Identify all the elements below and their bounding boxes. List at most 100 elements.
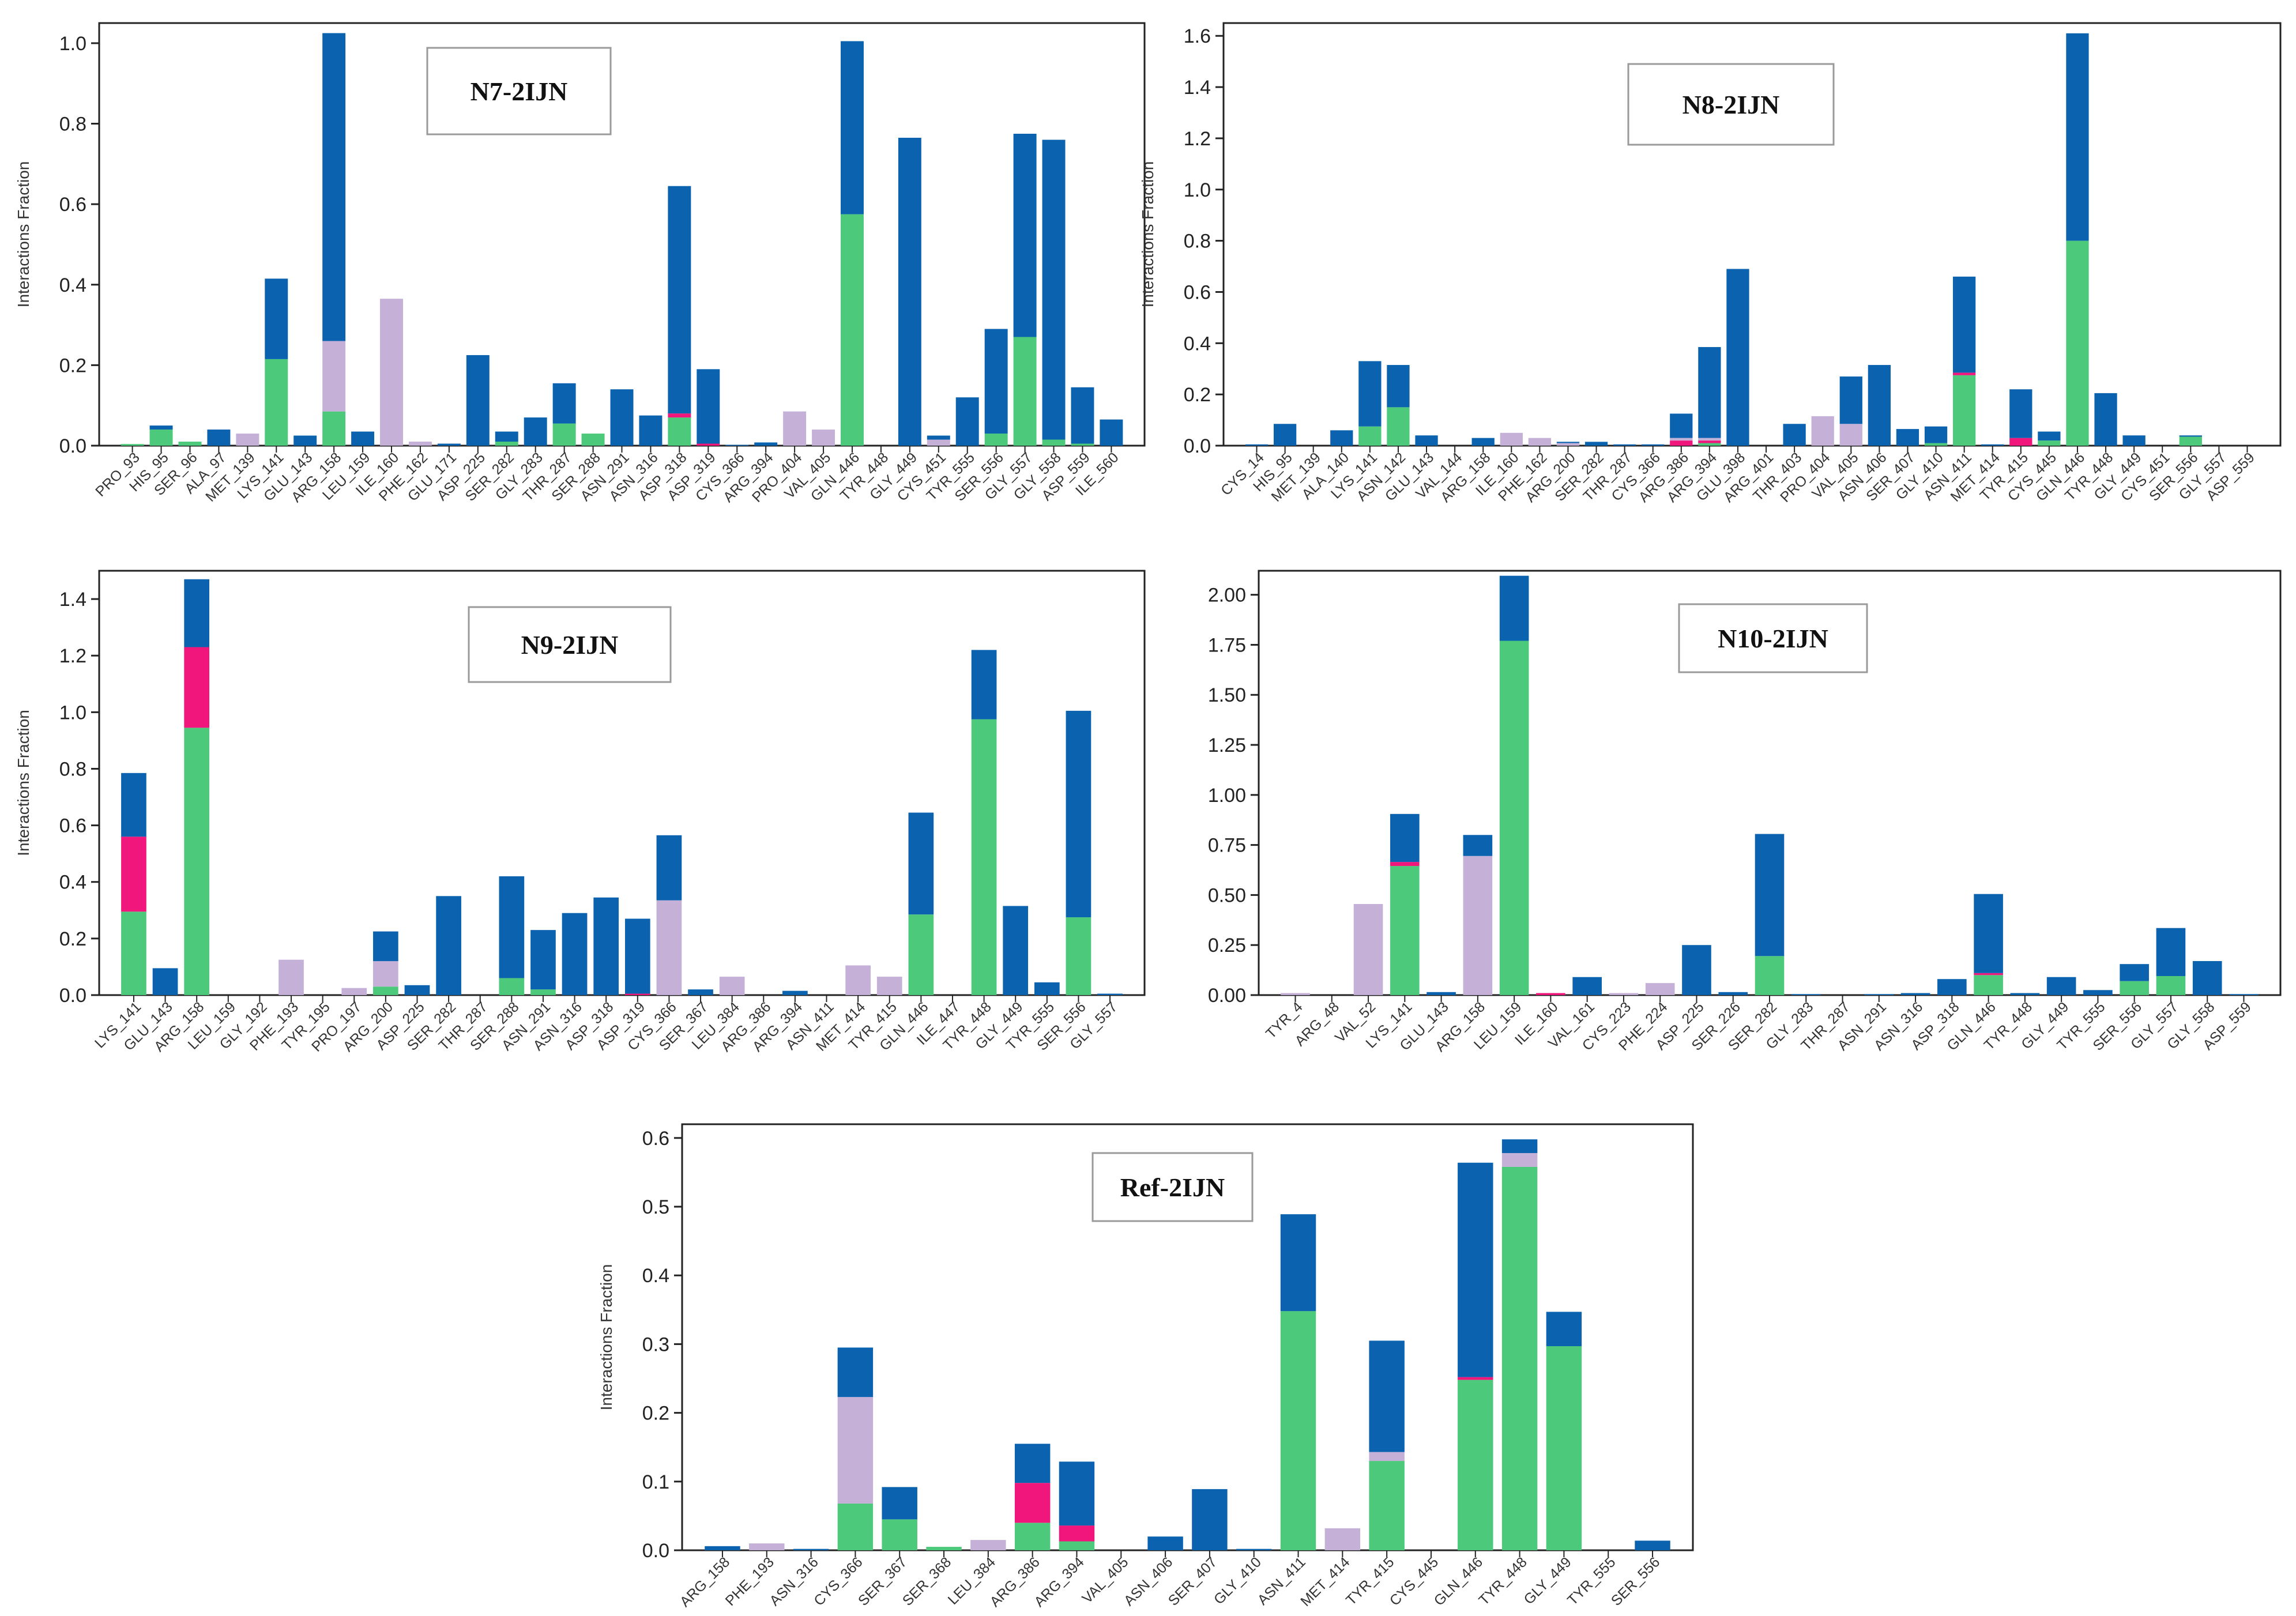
y-tick-label: 0.4 bbox=[642, 1265, 669, 1287]
bar-green-ser-556 bbox=[2179, 436, 2202, 446]
y-tick-label: 0.2 bbox=[59, 355, 86, 376]
bar-green-asp-318 bbox=[668, 417, 691, 446]
bar-blue-asp-319 bbox=[697, 369, 720, 444]
bar-pink-lys-141 bbox=[1390, 862, 1420, 867]
bar-green-ser-96 bbox=[178, 442, 202, 446]
bar-green-gln-446 bbox=[908, 914, 934, 995]
bar-blue-ala-97 bbox=[207, 430, 231, 446]
bar-blue-glu-398 bbox=[1726, 269, 1749, 446]
bar-blue-asn-316 bbox=[639, 415, 663, 446]
bar-blue-ser-367 bbox=[688, 989, 713, 995]
bar-blue-gly-449 bbox=[1003, 906, 1029, 995]
bar-green-ser-367 bbox=[882, 1519, 917, 1550]
bar-blue-his-95 bbox=[149, 425, 173, 430]
bar-blue-ser-282 bbox=[436, 896, 461, 995]
bar-lavender-phe-193 bbox=[278, 959, 304, 995]
y-tick-label: 0.0 bbox=[642, 1540, 669, 1562]
bar-green-arg-158 bbox=[322, 411, 346, 446]
bar-blue-glu-143 bbox=[1415, 435, 1438, 446]
bar-blue-tyr-415 bbox=[2009, 389, 2032, 438]
bar-lavender-cys-451 bbox=[927, 439, 950, 446]
bar-lavender-cys-366 bbox=[656, 900, 682, 995]
bar-blue-gly-449 bbox=[2122, 435, 2146, 446]
bar-blue-arg-158 bbox=[705, 1546, 740, 1550]
bar-blue-asp-225 bbox=[404, 985, 430, 995]
bar-green-arg-200 bbox=[373, 986, 398, 995]
bar-blue-asp-225 bbox=[466, 355, 490, 446]
bar-blue-arg-386 bbox=[1014, 1444, 1051, 1483]
bar-blue-glu-143 bbox=[152, 968, 178, 995]
bar-blue-asn-142 bbox=[1387, 365, 1410, 408]
chart-title: N9-2IJN bbox=[521, 630, 619, 660]
bar-blue-arg-158 bbox=[322, 33, 346, 341]
bar-pink-arg-158 bbox=[184, 647, 210, 728]
bar-green-ser-556 bbox=[1066, 917, 1091, 995]
bar-green-asn-142 bbox=[1387, 407, 1410, 446]
plot-frame bbox=[98, 570, 1146, 996]
bar-blue-glu-143 bbox=[293, 435, 317, 446]
bar-green-ser-288 bbox=[499, 978, 525, 995]
y-tick-label: 0.6 bbox=[642, 1128, 669, 1150]
y-tick-label: 0.8 bbox=[59, 758, 86, 780]
chart-title-box bbox=[468, 606, 672, 683]
bar-blue-cys-366 bbox=[837, 1347, 874, 1397]
bar-blue-gln-446 bbox=[841, 41, 864, 214]
bar-blue-asp-318 bbox=[668, 186, 691, 414]
bar-lavender-arg-200 bbox=[1556, 443, 1580, 446]
bar-green-arg-394 bbox=[1059, 1541, 1095, 1550]
y-tick-label: 1.2 bbox=[59, 645, 86, 667]
bar-green-lys-141 bbox=[1358, 426, 1382, 446]
bar-green-arg-158 bbox=[184, 728, 210, 995]
bar-blue-gln-446 bbox=[908, 812, 934, 915]
bar-blue-ser-407 bbox=[1192, 1489, 1228, 1550]
bar-pink-arg-394 bbox=[1698, 440, 1721, 443]
bar-blue-ser-288 bbox=[499, 876, 525, 978]
y-tick-label: 0.5 bbox=[642, 1196, 669, 1218]
bar-blue-cys-451 bbox=[927, 435, 950, 440]
bar-blue-asn-316 bbox=[562, 913, 588, 995]
bar-lavender-arg-394 bbox=[1698, 438, 1721, 441]
y-tick-label: 1.50 bbox=[1208, 684, 1246, 706]
y-tick-label: 1.0 bbox=[59, 702, 86, 724]
bar-green-tyr-448 bbox=[1501, 1166, 1538, 1550]
bar-lavender-ile-160 bbox=[1500, 432, 1523, 446]
bar-lavender-leu-384 bbox=[719, 977, 745, 995]
bar-green-gly-410 bbox=[1924, 443, 1948, 446]
bar-blue-gly-557 bbox=[1097, 993, 1123, 995]
bar-blue-asn-406 bbox=[1868, 365, 1891, 446]
bar-blue-arg-394 bbox=[1698, 346, 1721, 438]
bar-blue-gln-446 bbox=[2066, 33, 2089, 241]
bar-green-thr-287 bbox=[552, 423, 576, 446]
bar-green-his-95 bbox=[149, 430, 173, 446]
bar-lavender-pro-404 bbox=[1811, 416, 1834, 446]
bar-blue-ser-282 bbox=[495, 431, 518, 442]
bar-green-gln-446 bbox=[2066, 240, 2089, 446]
bar-blue-gly-557 bbox=[1013, 133, 1037, 337]
bar-blue-arg-158 bbox=[1463, 835, 1493, 856]
bar-blue-lys-141 bbox=[121, 773, 146, 837]
bar-pink-gln-446 bbox=[1458, 1377, 1493, 1380]
bar-lavender-ile-160 bbox=[380, 299, 403, 446]
y-tick-label: 1.2 bbox=[1184, 128, 1211, 150]
y-tick-label: 0.2 bbox=[1184, 384, 1211, 406]
bar-lavender-phe-193 bbox=[749, 1543, 785, 1550]
bar-green-leu-159 bbox=[1499, 641, 1529, 995]
bar-pink-arg-386 bbox=[1014, 1483, 1051, 1523]
bar-blue-asp-559 bbox=[2229, 994, 2259, 995]
bar-blue-ser-282 bbox=[1584, 442, 1608, 446]
bar-lavender-arg-158 bbox=[322, 341, 346, 412]
y-tick-label: 0.25 bbox=[1208, 935, 1246, 956]
bar-pink-lys-141 bbox=[121, 837, 146, 912]
bar-lavender-phe-224 bbox=[1645, 983, 1675, 995]
bar-green-asn-291 bbox=[530, 989, 556, 995]
bar-blue-asp-559 bbox=[1071, 387, 1094, 444]
bar-pink-arg-394 bbox=[1059, 1525, 1095, 1542]
y-tick-label: 0.8 bbox=[1184, 231, 1211, 253]
bar-blue-cys-366 bbox=[1642, 444, 1665, 446]
bar-blue-arg-158 bbox=[184, 579, 210, 647]
bar-lavender-cys-223 bbox=[1609, 993, 1639, 995]
bar-blue-asn-406 bbox=[1147, 1536, 1183, 1550]
bar-green-gln-446 bbox=[841, 214, 864, 446]
bar-blue-arg-200 bbox=[1556, 442, 1580, 443]
